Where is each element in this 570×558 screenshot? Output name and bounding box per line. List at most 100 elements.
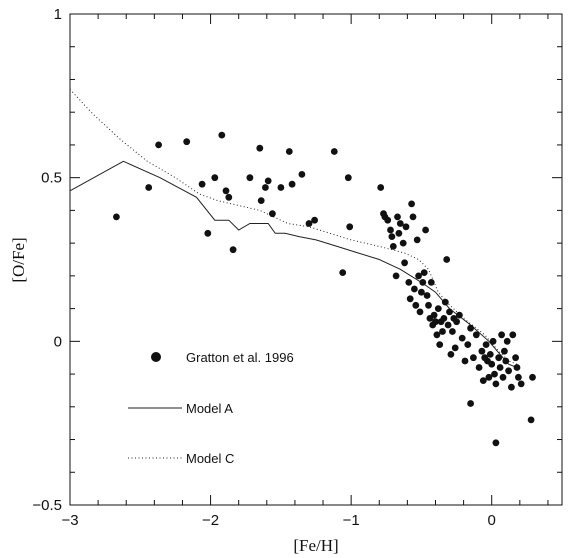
y-tick-label: 0 bbox=[54, 333, 62, 350]
x-tick-label: −3 bbox=[61, 512, 78, 529]
data-point bbox=[305, 220, 313, 227]
data-point bbox=[527, 416, 535, 424]
data-point bbox=[491, 370, 498, 378]
legend-label-model-c: Model C bbox=[186, 451, 234, 466]
data-point bbox=[413, 236, 421, 244]
data-point bbox=[449, 328, 456, 335]
data-point bbox=[478, 347, 486, 355]
data-point bbox=[298, 171, 306, 178]
data-point bbox=[399, 239, 407, 247]
data-point bbox=[501, 347, 508, 355]
data-point bbox=[419, 279, 427, 286]
data-point bbox=[447, 351, 455, 358]
data-point bbox=[456, 311, 463, 319]
data-point bbox=[401, 259, 408, 267]
x-tick-label: 0 bbox=[488, 512, 496, 529]
data-point bbox=[479, 377, 487, 384]
x-axis-label: [Fe/H] bbox=[293, 536, 338, 555]
data-point bbox=[486, 351, 494, 358]
x-tick-label: −1 bbox=[343, 512, 360, 529]
data-point bbox=[346, 223, 354, 231]
data-point bbox=[508, 383, 515, 391]
data-point bbox=[406, 295, 414, 303]
data-point bbox=[499, 373, 507, 381]
legend-label-model-a: Model A bbox=[186, 401, 233, 416]
data-point bbox=[256, 144, 264, 152]
data-point bbox=[433, 331, 441, 339]
data-point bbox=[444, 321, 452, 329]
data-point bbox=[470, 354, 477, 362]
data-point bbox=[330, 148, 338, 155]
model-lines bbox=[69, 88, 518, 368]
data-point bbox=[513, 364, 521, 371]
y-tick-label: 1 bbox=[54, 6, 62, 23]
data-point bbox=[461, 357, 469, 365]
data-point bbox=[464, 341, 472, 348]
model-a-line bbox=[69, 160, 518, 368]
data-point bbox=[427, 279, 435, 286]
data-point bbox=[198, 180, 206, 188]
data-point bbox=[498, 331, 505, 339]
data-point bbox=[492, 439, 500, 447]
data-point bbox=[395, 229, 403, 237]
data-point bbox=[411, 285, 418, 293]
data-point bbox=[402, 223, 410, 231]
data-point bbox=[211, 174, 219, 182]
data-point bbox=[285, 148, 293, 155]
data-point bbox=[229, 246, 237, 254]
data-point bbox=[339, 269, 347, 276]
data-point bbox=[441, 298, 449, 306]
data-point bbox=[344, 174, 352, 182]
axis-ticks bbox=[69, 13, 562, 506]
data-point bbox=[482, 341, 490, 348]
data-point bbox=[246, 174, 254, 182]
data-point bbox=[432, 318, 439, 326]
data-point bbox=[453, 318, 460, 326]
data-point bbox=[436, 341, 444, 348]
data-point bbox=[408, 200, 415, 208]
y-tick-label: 0.5 bbox=[41, 170, 62, 187]
data-point bbox=[113, 213, 120, 221]
legend-label-gratton: Gratton et al. 1996 bbox=[186, 350, 294, 365]
data-point bbox=[451, 344, 459, 352]
data-points bbox=[113, 131, 536, 447]
data-point bbox=[183, 138, 191, 146]
data-point bbox=[277, 184, 285, 191]
data-point bbox=[396, 220, 404, 227]
data-point bbox=[418, 288, 425, 296]
data-point bbox=[415, 272, 422, 280]
data-point bbox=[472, 331, 480, 339]
data-point bbox=[269, 210, 276, 218]
data-point bbox=[377, 184, 385, 191]
data-point bbox=[495, 354, 503, 362]
data-point bbox=[430, 311, 438, 319]
data-point bbox=[502, 357, 510, 365]
data-point bbox=[222, 187, 230, 195]
data-point bbox=[443, 256, 451, 263]
data-point bbox=[512, 354, 519, 362]
data-point bbox=[439, 328, 446, 335]
data-point bbox=[311, 216, 318, 224]
data-point bbox=[204, 229, 212, 237]
data-point bbox=[288, 180, 296, 188]
data-point bbox=[489, 337, 497, 345]
data-point bbox=[425, 301, 432, 309]
data-point bbox=[416, 308, 424, 316]
plot-frame bbox=[69, 13, 563, 506]
data-point bbox=[434, 305, 442, 312]
x-tick-label: −2 bbox=[202, 512, 219, 529]
data-point bbox=[496, 364, 504, 371]
data-point bbox=[389, 243, 397, 250]
legend: Gratton et al. 1996 Model A Model C bbox=[128, 350, 294, 466]
data-point bbox=[405, 279, 413, 286]
data-point bbox=[264, 177, 272, 185]
data-point bbox=[409, 213, 417, 221]
data-point bbox=[387, 226, 394, 234]
data-point bbox=[218, 131, 226, 139]
data-point bbox=[262, 184, 269, 191]
data-point bbox=[155, 141, 163, 149]
data-point bbox=[394, 213, 401, 221]
data-point bbox=[440, 315, 448, 322]
data-point bbox=[505, 367, 512, 375]
